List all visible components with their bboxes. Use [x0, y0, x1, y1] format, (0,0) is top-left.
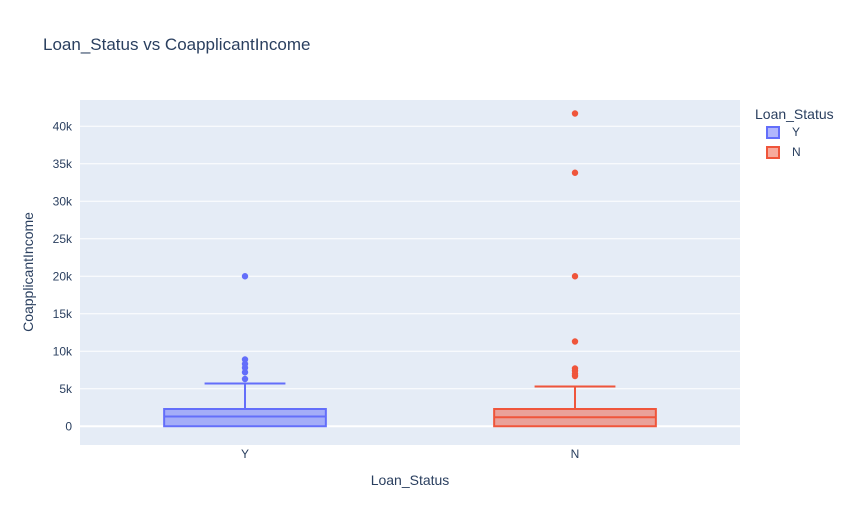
legend-label-N: N: [792, 145, 801, 159]
box-traces: [163, 110, 657, 428]
y-tick-label: 30k: [53, 194, 73, 208]
outlier-point: [571, 169, 579, 176]
y-tick-label: 25k: [53, 232, 73, 246]
x-axis-title: Loan_Status: [371, 472, 450, 488]
y-axis-title: CoapplicantIncome: [20, 212, 36, 332]
legend-title: Loan_Status: [755, 106, 834, 122]
box-trace-N: [493, 110, 657, 428]
outlier-point: [571, 110, 579, 117]
box-trace-Y: [163, 273, 327, 428]
outlier-point: [571, 338, 579, 345]
outlier-point: [241, 356, 249, 363]
y-tick-label: 20k: [53, 269, 73, 283]
x-tick-label: Y: [241, 447, 249, 461]
y-tick-label: 10k: [53, 344, 73, 358]
box: [163, 408, 327, 428]
outlier-point: [241, 273, 249, 280]
y-tick-label: 0: [65, 419, 72, 433]
outlier-point: [571, 273, 579, 280]
outlier-point: [571, 365, 579, 372]
chart-title: Loan_Status vs CoapplicantIncome: [43, 35, 310, 54]
legend-label-Y: Y: [792, 125, 800, 139]
legend-swatch-Y: [766, 126, 780, 139]
plot-area: [80, 100, 740, 445]
y-tick-label: 5k: [59, 382, 73, 396]
outlier-point: [241, 360, 249, 368]
x-tick-label: N: [571, 447, 580, 461]
y-tick-labels: 0 5k 10k 15k 20k 25k 30k 35k 40k: [53, 119, 73, 433]
legend: Loan_Status YN: [755, 106, 834, 159]
y-tick-label: 15k: [53, 307, 73, 321]
y-tick-label: 40k: [53, 119, 73, 133]
outlier-point: [241, 369, 249, 376]
outlier-point: [241, 375, 249, 383]
y-tick-label: 35k: [53, 157, 73, 171]
legend-swatch-N: [766, 146, 780, 159]
